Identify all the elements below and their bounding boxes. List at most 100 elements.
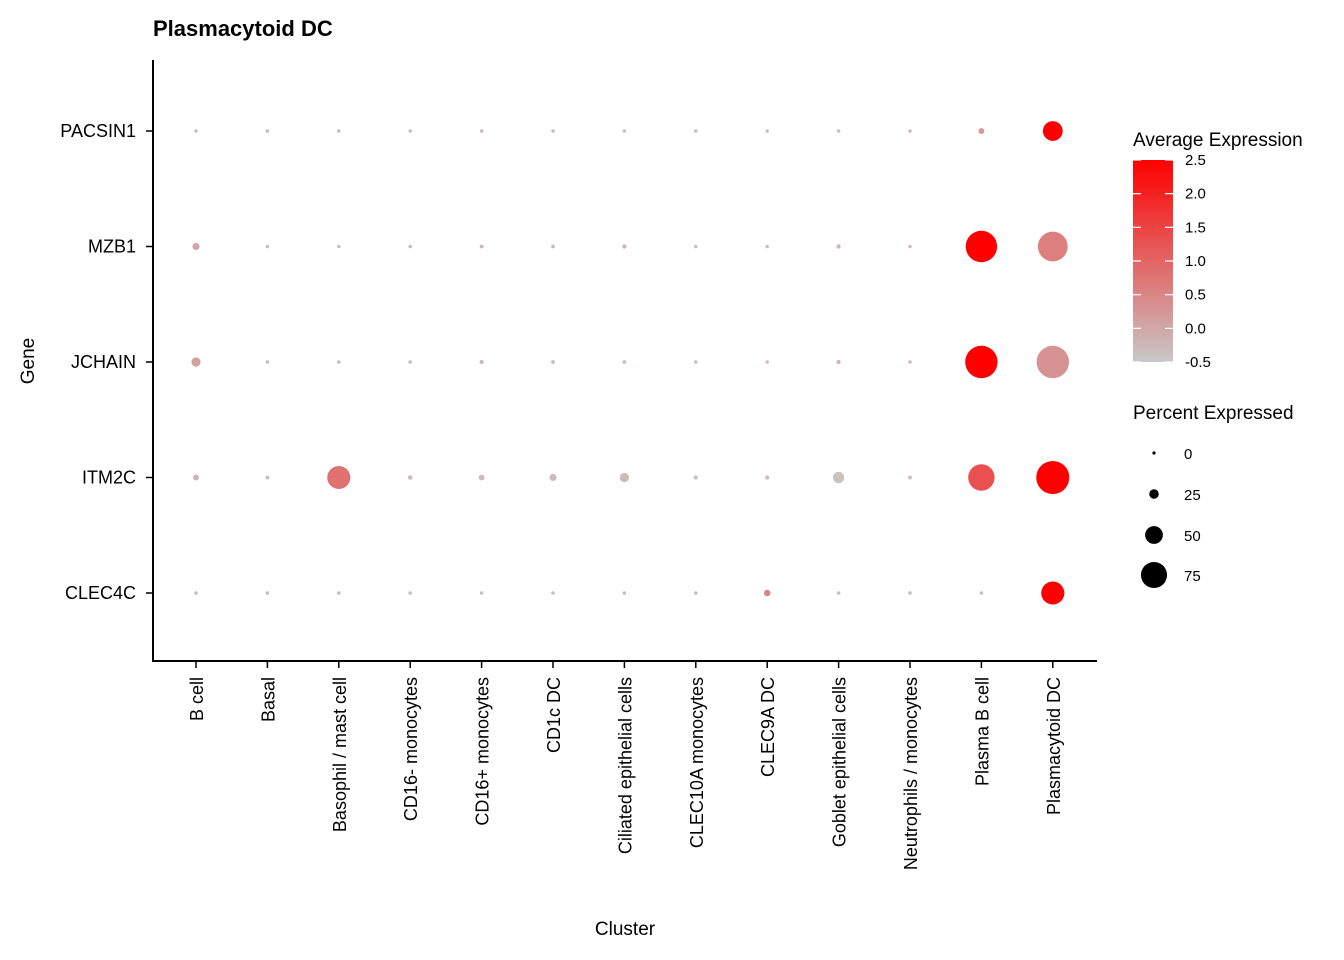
dot-pacsin1-10 [908,129,912,133]
dot-itm2c-5 [549,473,557,482]
dot-jchain-0 [191,357,201,367]
x-tick-label: Basal [258,677,278,722]
size-key-dot [1145,526,1163,544]
dot-jchain-9 [836,359,841,365]
size-key-label: 0 [1184,446,1192,463]
dot-pacsin1-9 [836,129,841,133]
dot-jchain-3 [408,360,412,364]
dot-clec4c-0 [194,591,198,595]
x-tick-label: Goblet epithelial cells [830,677,850,847]
dot-mzb1-11 [965,230,998,263]
dot-itm2c-6 [619,472,629,483]
color-tick-label: 2.5 [1185,152,1206,169]
y-tick-label: ITM2C [82,468,136,488]
dot-pacsin1-5 [551,129,555,133]
dot-itm2c-3 [407,475,413,480]
dot-mzb1-7 [694,244,698,249]
dot-pacsin1-2 [337,129,341,133]
dot-clec4c-12 [1041,581,1065,605]
x-tick-label: CD16+ monocytes [473,677,493,826]
dot-clec4c-1 [265,591,270,595]
dot-clec4c-5 [551,591,555,595]
dot-itm2c-11 [968,464,995,491]
dot-clec4c-2 [337,591,341,595]
dot-clec4c-8 [763,589,771,597]
dot-mzb1-0 [192,242,200,251]
x-tick-label: CLEC9A DC [758,677,778,777]
dot-clec4c-11 [979,591,984,595]
y-tick-label: JCHAIN [71,352,136,372]
dot-jchain-11 [965,345,998,379]
dot-mzb1-3 [408,244,412,249]
size-legend: Percent Expressed 0 25 50 75 [1133,403,1294,589]
dot-jchain-2 [337,360,341,364]
dot-jchain-5 [551,360,555,364]
dot-mzb1-8 [765,244,769,249]
dot-itm2c-4 [478,474,485,481]
plot-dots [191,121,1070,605]
dot-itm2c-10 [908,475,912,480]
dot-mzb1-4 [479,244,484,249]
dot-mzb1-5 [551,244,555,249]
color-legend-title: Average Expression [1133,130,1303,151]
dot-jchain-8 [765,360,769,364]
x-axis-title: Cluster [595,919,656,940]
y-axis-title: Gene [18,338,39,384]
color-tick-label: 1.5 [1185,219,1206,236]
size-legend-title: Percent Expressed [1133,403,1294,424]
y-tick-label: CLEC4C [65,583,136,603]
x-tick-label: Plasmacytoid DC [1044,677,1064,815]
x-tick-label: CLEC10A monocytes [687,677,707,848]
x-tick-label: Plasma B cell [972,677,992,786]
dot-jchain-7 [694,360,698,364]
dot-itm2c-7 [693,475,698,480]
dot-mzb1-6 [622,244,627,249]
dot-pacsin1-11 [978,128,985,134]
chart-title: Plasmacytoid DC [153,16,333,41]
color-tick-label: 2.0 [1185,186,1206,203]
dot-pacsin1-7 [694,129,698,133]
color-tick-label: -0.5 [1185,354,1211,371]
x-tick-label: CD16- monocytes [401,677,421,821]
y-axis-ticks: PACSIN1 MZB1 JCHAIN ITM2C CLEC4C [60,121,153,603]
dot-clec4c-3 [408,591,412,595]
dot-jchain-10 [908,360,912,364]
dot-jchain-4 [479,359,484,365]
color-tick-label: 0.0 [1185,320,1206,337]
dot-clec4c-7 [694,591,698,595]
dot-pacsin1-3 [408,129,412,133]
x-axis-ticks: B cell Basal Basophil / mast cell CD16- mon… [187,661,1064,870]
dot-pacsin1-4 [479,129,484,133]
dot-itm2c-0 [193,474,199,481]
color-tick-label: 1.0 [1185,253,1206,270]
dot-itm2c-12 [1036,460,1070,495]
color-tick-label: 0.5 [1185,287,1206,304]
dot-itm2c-9 [833,471,845,484]
dot-jchain-12 [1036,345,1070,379]
dot-pacsin1-0 [194,129,198,133]
size-key-dot [1149,489,1159,499]
dot-pacsin1-12 [1042,121,1063,141]
size-key-dot [1140,561,1168,589]
color-legend-ticks: 2.5 2.0 1.5 1.0 0.5 0.0 -0.5 [1133,152,1211,371]
size-key-label: 75 [1184,568,1201,585]
x-tick-label: Basophil / mast cell [330,677,350,832]
dot-clec4c-10 [908,591,912,595]
dot-itm2c-8 [765,475,770,480]
x-tick-label: CD1c DC [544,677,564,753]
dot-itm2c-1 [265,475,270,480]
size-key-label: 25 [1184,487,1201,504]
dot-itm2c-2 [327,465,351,490]
dot-mzb1-2 [337,244,341,249]
x-tick-label: Ciliated epithelial cells [615,677,635,854]
dot-mzb1-12 [1037,231,1068,262]
dot-jchain-6 [622,360,627,364]
x-tick-label: B cell [187,677,207,721]
x-tick-label: Neutrophils / monocytes [901,677,921,870]
dot-clec4c-9 [836,591,841,595]
dot-clec4c-6 [622,591,627,595]
size-legend-keys: 0 25 50 75 [1140,446,1201,589]
size-key-label: 50 [1184,528,1201,545]
dot-mzb1-9 [836,244,841,249]
